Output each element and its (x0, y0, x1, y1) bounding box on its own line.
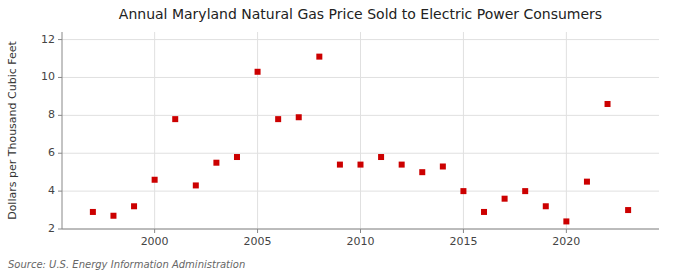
point (419, 169, 425, 175)
y-tick (58, 77, 62, 78)
point (399, 162, 405, 168)
point (255, 69, 261, 75)
chart-container: 2 4 6 8 10 12 2000 2005 2010 2015 2020 Annual Maryl… (0, 0, 675, 275)
point (358, 162, 364, 168)
point (522, 188, 528, 194)
point (543, 203, 549, 209)
point (296, 114, 302, 120)
chart-svg: 2 4 6 8 10 12 2000 2005 2010 2015 2020 Annual Maryl… (0, 0, 675, 275)
x-axis: 2000 2005 2010 2015 2020 (141, 229, 581, 248)
y-tick (58, 39, 62, 40)
y-tick-label: 2 (48, 222, 55, 235)
y-tick (58, 153, 62, 154)
point (584, 179, 590, 185)
x-tick (154, 229, 155, 233)
x-tick-label: 2020 (552, 235, 580, 248)
x-tick (463, 229, 464, 233)
x-tick (360, 229, 361, 233)
points (90, 54, 631, 225)
point (172, 116, 178, 122)
point (378, 154, 384, 160)
x-grid-line (257, 32, 258, 229)
x-grid-line (463, 32, 464, 229)
y-tick (58, 229, 62, 230)
point (131, 203, 137, 209)
y-axis-label: Dollars per Thousand Cubic Feet (6, 40, 19, 219)
y-axis-line (62, 32, 63, 229)
point (152, 177, 158, 183)
grid (62, 32, 659, 229)
point (502, 196, 508, 202)
point (234, 154, 240, 160)
y-tick-label: 8 (48, 108, 55, 121)
y-tick-label: 4 (48, 184, 55, 197)
point (563, 218, 569, 224)
y-tick-label: 12 (41, 33, 55, 46)
x-tick-label: 2010 (347, 235, 375, 248)
point (625, 207, 631, 213)
point (316, 54, 322, 60)
y-tick (58, 115, 62, 116)
x-tick-label: 2000 (141, 235, 169, 248)
x-tick-label: 2005 (244, 235, 272, 248)
point (460, 188, 466, 194)
y-tick-label: 10 (41, 70, 55, 83)
point (605, 101, 611, 107)
x-grid-line (360, 32, 361, 229)
point (110, 213, 116, 219)
point (213, 160, 219, 166)
point (337, 162, 343, 168)
point (90, 209, 96, 215)
point (481, 209, 487, 215)
point (440, 163, 446, 169)
x-tick-label: 2015 (449, 235, 477, 248)
x-tick (257, 229, 258, 233)
x-tick (566, 229, 567, 233)
point (275, 116, 281, 122)
title: Annual Maryland Natural Gas Price Sold t… (119, 6, 602, 22)
x-grid-line (566, 32, 567, 229)
y-tick-label: 6 (48, 146, 55, 159)
x-grid-line (154, 32, 155, 229)
source-note: Source: U.S. Energy Information Administ… (8, 259, 245, 270)
y-tick (58, 191, 62, 192)
point (193, 182, 199, 188)
y-axis: 2 4 6 8 10 12 (41, 33, 62, 235)
